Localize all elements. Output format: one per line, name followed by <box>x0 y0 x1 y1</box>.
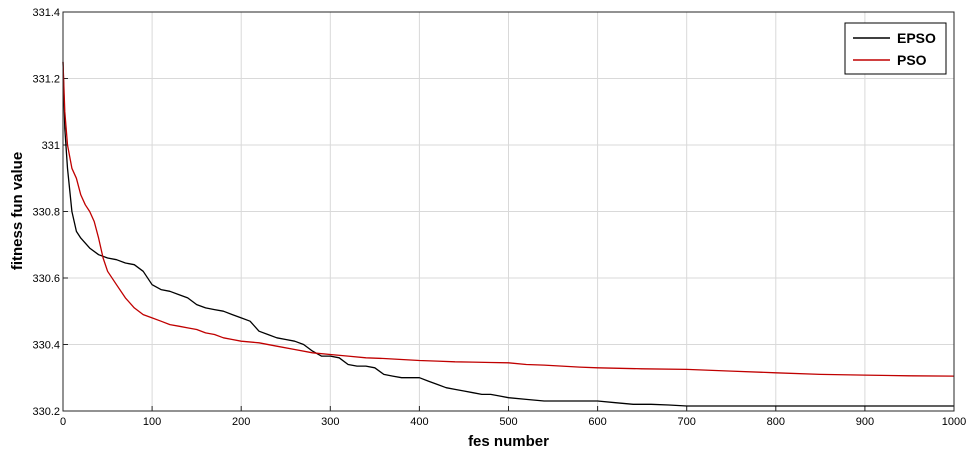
series-line-pso <box>62 61 955 377</box>
x-tick-label: 900 <box>856 416 874 428</box>
y-axis-ticks: 330.2 330.4 330.6 330.8 331 331.2 331.4 <box>32 7 68 418</box>
x-tick-label: 200 <box>232 416 250 428</box>
x-tick-label: 1000 <box>942 416 966 428</box>
x-tick-label: 400 <box>410 416 428 428</box>
y-tick-label: 330.4 <box>32 340 60 352</box>
y-tick-label: 330.2 <box>32 406 60 418</box>
x-tick-label: 500 <box>499 416 517 428</box>
legend: EPSO PSO <box>844 22 947 75</box>
x-axis-ticks: 0 100 200 300 400 500 600 700 800 900 1000 <box>60 406 966 428</box>
plot-border <box>62 11 955 412</box>
legend-label-epso: EPSO <box>897 30 936 46</box>
x-tick-label: 800 <box>767 416 785 428</box>
y-tick-label: 331.4 <box>32 7 60 19</box>
x-tick-label: 600 <box>588 416 606 428</box>
series-lines <box>62 61 955 407</box>
x-tick-label: 0 <box>60 416 66 428</box>
y-tick-label: 331.2 <box>32 74 60 86</box>
y-axis-label: fitness fun value <box>9 152 26 270</box>
y-tick-label: 330.8 <box>32 207 60 219</box>
y-tick-label: 331 <box>42 140 60 152</box>
x-tick-label: 100 <box>143 416 161 428</box>
x-tick-label: 300 <box>321 416 339 428</box>
x-axis-label: fes number <box>468 433 549 450</box>
legend-label-pso: PSO <box>897 52 927 68</box>
y-tick-label: 330.6 <box>32 273 60 285</box>
x-tick-label: 700 <box>678 416 696 428</box>
legend-box <box>844 22 947 75</box>
series-line-epso <box>62 61 954 407</box>
